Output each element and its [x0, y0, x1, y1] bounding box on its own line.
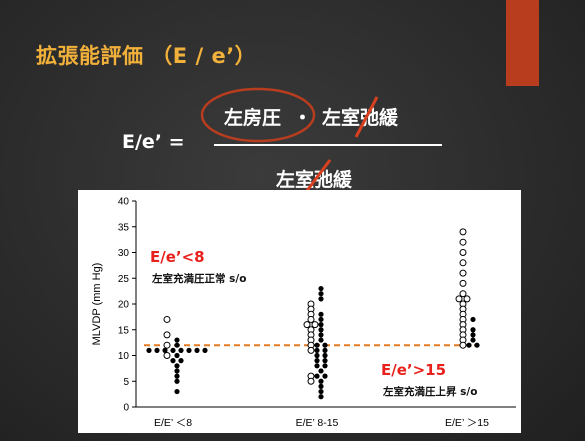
- closed-point: [146, 347, 152, 353]
- open-point: [459, 249, 467, 256]
- closed-point: [322, 352, 328, 359]
- closed-point: [470, 332, 476, 338]
- closed-point: [470, 327, 476, 333]
- closed-point: [314, 352, 320, 359]
- closed-point: [314, 363, 320, 369]
- closed-point: [466, 342, 472, 348]
- closed-point: [174, 363, 180, 369]
- open-point: [163, 315, 171, 323]
- y-tick-label: 40: [118, 197, 130, 208]
- open-point: [459, 341, 467, 349]
- open-point: [307, 377, 315, 385]
- closed-point: [178, 358, 184, 364]
- open-point: [463, 295, 471, 303]
- closed-point: [162, 347, 168, 353]
- y-tick-label: 35: [118, 222, 130, 233]
- closed-point: [318, 368, 324, 374]
- closed-point: [174, 337, 180, 343]
- open-point: [455, 295, 463, 303]
- closed-point: [174, 342, 180, 348]
- y-tick-label: 0: [123, 403, 129, 414]
- closed-point: [318, 394, 324, 400]
- closed-point: [318, 383, 324, 389]
- closed-point: [314, 358, 320, 364]
- closed-point: [318, 332, 324, 338]
- high-cutoff-description: 左室充満圧上昇 s/o: [383, 386, 478, 398]
- open-point: [459, 290, 467, 298]
- x-category-label: E/E’ ＜8: [154, 417, 192, 429]
- open-point: [459, 269, 467, 277]
- closed-point: [318, 378, 324, 384]
- closed-point: [322, 363, 328, 369]
- closed-point: [186, 347, 192, 353]
- open-point: [163, 341, 171, 349]
- fraction-line: [214, 144, 442, 146]
- closed-point: [174, 373, 180, 379]
- closed-point: [318, 316, 324, 323]
- closed-point: [470, 337, 476, 343]
- numerator-right: 左室弛緩: [322, 107, 399, 129]
- x-category-label: E/E’ ＞15: [445, 417, 489, 429]
- closed-point: [318, 322, 324, 328]
- closed-point: [474, 342, 480, 348]
- open-point: [307, 346, 315, 354]
- closed-point: [322, 373, 328, 379]
- closed-point: [322, 347, 328, 353]
- closed-point: [322, 342, 328, 348]
- open-point: [163, 331, 171, 339]
- open-point: [459, 238, 467, 246]
- closed-point: [154, 347, 160, 353]
- closed-point: [470, 316, 476, 323]
- closed-point: [174, 352, 180, 359]
- open-point: [459, 279, 467, 287]
- chart-panel: 0 5 10 15 20 25 30 35 40 MLVDP (mm Hg) E/E’ ＜8 E/E’…: [78, 190, 521, 433]
- closed-point: [174, 388, 180, 395]
- equation-denominator: 左室弛緩: [276, 169, 353, 191]
- closed-point: [170, 358, 176, 364]
- open-point: [311, 321, 319, 329]
- y-tick-label: 10: [118, 351, 130, 362]
- closed-point: [174, 368, 180, 374]
- low-cutoff-description: 左室充満圧正常 s/o: [152, 273, 247, 285]
- open-point: [163, 352, 171, 359]
- closed-point: [194, 347, 200, 353]
- y-tick-label: 15: [118, 325, 130, 336]
- y-axis-label: MLVDP (mm Hg): [91, 263, 103, 346]
- equation-lhs: E/e’ =: [122, 131, 185, 153]
- closed-point: [314, 342, 320, 348]
- y-tick-label: 30: [118, 248, 130, 259]
- closed-point: [318, 337, 324, 343]
- high-cutoff-label: E/e’>15: [381, 361, 447, 379]
- closed-point: [170, 347, 176, 353]
- closed-point: [314, 373, 320, 379]
- open-point: [307, 315, 315, 323]
- closed-point: [174, 378, 180, 384]
- open-point: [459, 259, 467, 267]
- x-category-label: E/E’ 8-15: [296, 417, 339, 429]
- closed-point: [318, 327, 324, 333]
- closed-point: [322, 358, 328, 364]
- closed-point: [318, 291, 324, 297]
- slide-title: 拡張能評価 （E / e’）: [36, 44, 257, 68]
- closed-point: [318, 285, 324, 292]
- closed-point: [202, 347, 208, 353]
- closed-point: [314, 347, 320, 353]
- numerator-left: 左房圧: [224, 107, 282, 129]
- closed-point: [178, 347, 184, 353]
- open-point: [459, 228, 467, 236]
- closed-point: [318, 388, 324, 395]
- y-tick-label: 20: [118, 300, 130, 311]
- low-cutoff-label: E/e’<8: [150, 248, 205, 266]
- y-tick-label: 25: [118, 274, 130, 285]
- open-point: [303, 321, 311, 329]
- scatter-chart: 0 5 10 15 20 25 30 35 40 MLVDP (mm Hg) E/E’ ＜8 E/E’…: [91, 197, 516, 429]
- closed-point: [318, 296, 324, 302]
- numerator-dot: ・: [293, 107, 313, 129]
- accent-bar: [506, 0, 539, 86]
- equation-numerator: 左房圧・左室弛緩: [224, 103, 398, 130]
- y-tick-label: 5: [123, 377, 129, 388]
- closed-point: [318, 311, 324, 317]
